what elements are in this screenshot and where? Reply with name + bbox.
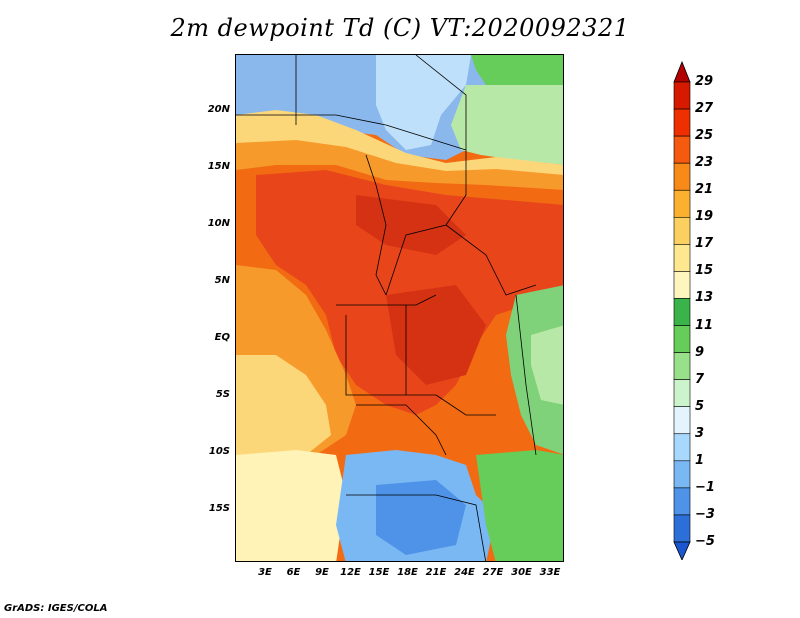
lon-label: 15E [368,567,390,578]
colorbar-segment [673,135,691,164]
colorbar-segment [673,271,691,299]
lon-label: 24E [454,567,475,578]
colorbar [673,60,691,560]
colorbar-segment [673,216,691,245]
colorbar-segment [673,162,691,191]
colorbar-label: 19 [695,209,714,225]
colorbar-label: 21 [695,182,714,198]
lat-label: 5N [214,275,230,286]
colorbar-label: −5 [695,534,715,549]
sahel-orange-band [236,140,563,190]
colorbar-segment [673,433,691,462]
lat-label: 5S [215,389,230,400]
southern-deep-blue [376,480,466,555]
lon-label: 12E [340,567,361,578]
colorbar-label: 25 [695,128,714,144]
colorbar-label: −1 [695,479,715,495]
country-borders [236,55,537,561]
ne-green-region [471,55,563,90]
colorbar-label: 1 [695,452,705,468]
colorbar-label: 23 [695,155,714,171]
dark-red-patch-congo [386,285,486,385]
lat-label: EQ [214,332,230,343]
colorbar-label: 11 [695,317,714,333]
lon-label: 6E [286,567,301,578]
sahel-yellow-band [236,110,563,180]
dewpoint-field [236,55,563,561]
colorbar-segment [673,244,691,272]
colorbar-label: 13 [695,290,714,306]
colorbar-segment [673,298,691,326]
lat-label: 10S [208,446,230,457]
colorbar-segment [673,189,691,218]
lon-label: 33E [539,567,561,578]
map-title: 2m dewpoint Td (C) VT:2020092321 [170,14,630,42]
colorbar-label: −3 [695,506,715,522]
dark-red-patch-north [356,195,466,255]
lat-label: 10N [207,218,230,229]
lon-label: 27E [482,567,504,578]
se-green [476,450,563,561]
namibia-cream [236,450,346,561]
colorbar-segment [673,379,691,408]
colorbar-label: 27 [695,101,714,117]
colorbar-label: 15 [695,263,714,279]
lat-label: 15S [208,503,230,514]
sahara-light-region [376,55,471,150]
colorbar-segment [673,460,691,489]
colorbar-segment [673,406,691,435]
colorbar-segment [673,81,691,110]
credit-text: GrADS: IGES/COLA [4,603,108,614]
ne-pale-region [451,85,563,165]
colorbar-bottom-arrow [673,541,691,560]
lat-label: 15N [207,161,230,172]
dewpoint-map [235,54,564,562]
colorbar-segment [673,108,691,137]
colorbar-label: 3 [695,425,705,441]
colorbar-label: 5 [695,398,705,414]
lon-label: 18E [397,567,418,578]
lon-label: 3E [258,567,272,578]
colorbar-label: 9 [695,344,705,360]
colorbar-segment [673,487,691,516]
east-highlands-pale [531,325,563,405]
colorbar-segment [673,352,691,380]
colorbar-segment [673,325,691,353]
lon-label: 9E [315,567,329,578]
lon-label: 21E [425,567,447,578]
lat-label: 20N [207,104,230,115]
colorbar-label: 7 [695,371,705,387]
colorbar-label: 17 [695,236,714,252]
colorbar-label: 29 [695,74,714,89]
lon-label: 30E [511,567,532,578]
colorbar-top-arrow [673,60,691,83]
colorbar-segment [673,514,691,543]
angola-yellow [236,355,331,465]
